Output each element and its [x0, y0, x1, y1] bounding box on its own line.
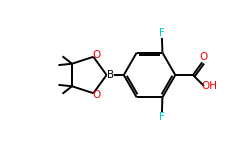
Text: B: B: [108, 70, 114, 80]
Text: F: F: [159, 112, 165, 122]
Text: O: O: [200, 52, 208, 62]
Text: O: O: [92, 50, 100, 60]
Text: F: F: [159, 28, 165, 38]
Text: O: O: [92, 90, 100, 100]
Text: OH: OH: [202, 81, 218, 91]
